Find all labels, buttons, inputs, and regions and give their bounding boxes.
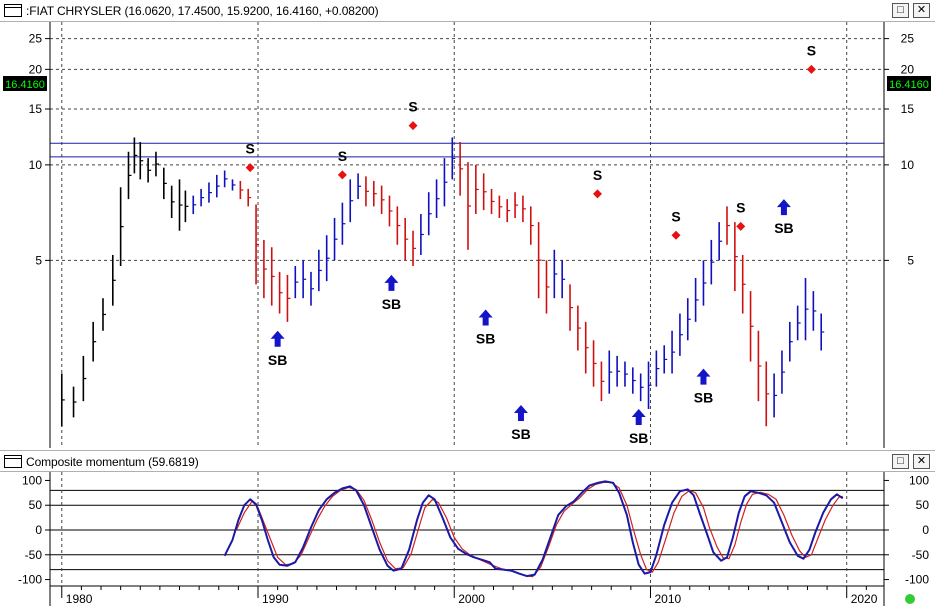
x-tick-label: 1980 xyxy=(66,592,93,606)
price-ytick-label-left: 20 xyxy=(29,62,43,76)
buy-signal-arrow-icon xyxy=(776,199,791,216)
buy-signal-arrow-icon xyxy=(384,274,399,291)
sell-signal-diamond-icon xyxy=(671,230,681,240)
sell-signal-label: S xyxy=(408,99,417,115)
price-left-axis: 5 10 15 20 25 xyxy=(29,32,50,267)
momentum-left-axis: 100 50 0 -50 -100 xyxy=(18,473,50,587)
price-pane-titlebar[interactable]: :FIAT CHRYSLER (16.0620, 17.4500, 15.920… xyxy=(0,0,935,22)
sell-signal-label: S xyxy=(593,167,602,183)
momentum-pane-titlebar[interactable]: Composite momentum (59.6819) □ ✕ xyxy=(0,450,935,472)
momentum-ytick-label-left: -50 xyxy=(25,548,43,562)
momentum-pane-title: Composite momentum (59.6819) xyxy=(26,455,199,469)
x-tick-label: 2010 xyxy=(654,592,681,606)
last-value-right: 16.4160 xyxy=(889,79,929,91)
restore-icon: □ xyxy=(897,455,904,467)
buy-signal-arrow-icon xyxy=(631,409,646,426)
price-ytick-label-left: 5 xyxy=(35,253,42,267)
close-icon: ✕ xyxy=(916,4,927,16)
momentum-signal-line xyxy=(235,481,843,578)
close-icon: ✕ xyxy=(916,455,927,467)
price-ytick-label-right: 15 xyxy=(901,102,915,116)
last-value-left: 16.4160 xyxy=(5,79,45,91)
buy-signal-arrow-icon xyxy=(513,405,528,422)
pane-menu-icon[interactable] xyxy=(4,455,22,468)
pane-menu-icon[interactable] xyxy=(4,4,22,17)
momentum-ytick-label-left: 0 xyxy=(35,523,42,537)
restore-button[interactable]: □ xyxy=(892,454,909,469)
price-grid xyxy=(50,22,884,448)
sell-signal-label: S xyxy=(807,42,816,58)
buy-signal-label: SB xyxy=(694,390,713,406)
price-ytick-label-left: 10 xyxy=(29,158,43,172)
x-axis: 1980 1990 2000 2010 2020 xyxy=(61,586,878,606)
momentum-ytick-label-right: 0 xyxy=(922,523,929,537)
sell-signal-diamond-icon xyxy=(736,221,746,231)
momentum-ytick-label-left: 50 xyxy=(29,498,43,512)
price-ytick-label-right: 20 xyxy=(901,62,915,76)
price-bars xyxy=(60,137,825,427)
restore-icon: □ xyxy=(897,4,904,16)
close-button[interactable]: ✕ xyxy=(913,454,930,469)
x-tick-label: 2020 xyxy=(851,592,878,606)
sell-signal-label: S xyxy=(671,208,680,224)
momentum-ytick-label-right: 100 xyxy=(909,473,929,487)
x-tick-label: 2000 xyxy=(458,592,485,606)
price-ytick-label-right: 25 xyxy=(901,32,915,46)
momentum-right-axis: 100 50 0 -50 -100 xyxy=(884,473,930,587)
price-right-axis: 5 10 15 20 25 xyxy=(884,32,915,267)
status-indicator-icon xyxy=(905,594,915,604)
price-ytick-label-left: 25 xyxy=(29,32,43,46)
price-pane-title: :FIAT CHRYSLER (16.0620, 17.4500, 15.920… xyxy=(26,4,379,18)
sell-signal-label: S xyxy=(736,199,745,215)
sell-signal-label: S xyxy=(338,148,347,164)
momentum-chart[interactable]: 100 50 0 -50 -100 100 50 0 -50 -100 1980 1990 2000… xyxy=(0,472,935,606)
price-chart[interactable]: S S S S S S S SB SB SB SB SB SB SB 5 10 15 20 25 5 10 15 20 2… xyxy=(0,22,935,448)
price-ytick-label-right: 5 xyxy=(907,253,914,267)
sell-signal-diamond-icon xyxy=(408,121,418,131)
restore-button[interactable]: □ xyxy=(892,3,909,18)
buy-signal-label: SB xyxy=(476,331,495,347)
price-signals: S S S S S S S SB SB SB SB SB SB SB xyxy=(245,42,816,446)
buy-signal-arrow-icon xyxy=(696,368,711,385)
last-value-badge-right xyxy=(887,76,931,91)
buy-signal-label: SB xyxy=(382,296,401,312)
buy-signal-arrow-icon xyxy=(270,330,285,347)
momentum-line xyxy=(223,480,844,578)
price-horizontal-lines xyxy=(50,142,884,158)
sell-signal-diamond-icon xyxy=(806,64,816,74)
price-ytick-label-right: 10 xyxy=(901,158,915,172)
momentum-ytick-label-right: -100 xyxy=(905,573,929,587)
price-ytick-label-left: 15 xyxy=(29,102,43,116)
last-value-badge-left xyxy=(3,76,47,91)
buy-signal-label: SB xyxy=(511,426,530,442)
buy-signal-label: SB xyxy=(268,352,287,368)
momentum-ytick-label-right: 50 xyxy=(916,498,930,512)
buy-signal-label: SB xyxy=(629,430,648,446)
sell-signal-diamond-icon xyxy=(245,163,255,173)
momentum-ytick-label-right: -50 xyxy=(912,548,930,562)
sell-signal-label: S xyxy=(245,141,254,157)
buy-signal-arrow-icon xyxy=(478,309,493,326)
x-tick-label: 1990 xyxy=(262,592,289,606)
momentum-ytick-label-left: -100 xyxy=(18,573,42,587)
momentum-lines xyxy=(223,480,844,578)
momentum-ytick-label-left: 100 xyxy=(22,473,42,487)
close-button[interactable]: ✕ xyxy=(913,3,930,18)
buy-signal-label: SB xyxy=(774,220,793,236)
sell-signal-diamond-icon xyxy=(337,170,347,180)
momentum-chart-background xyxy=(0,472,935,606)
sell-signal-diamond-icon xyxy=(592,189,602,199)
